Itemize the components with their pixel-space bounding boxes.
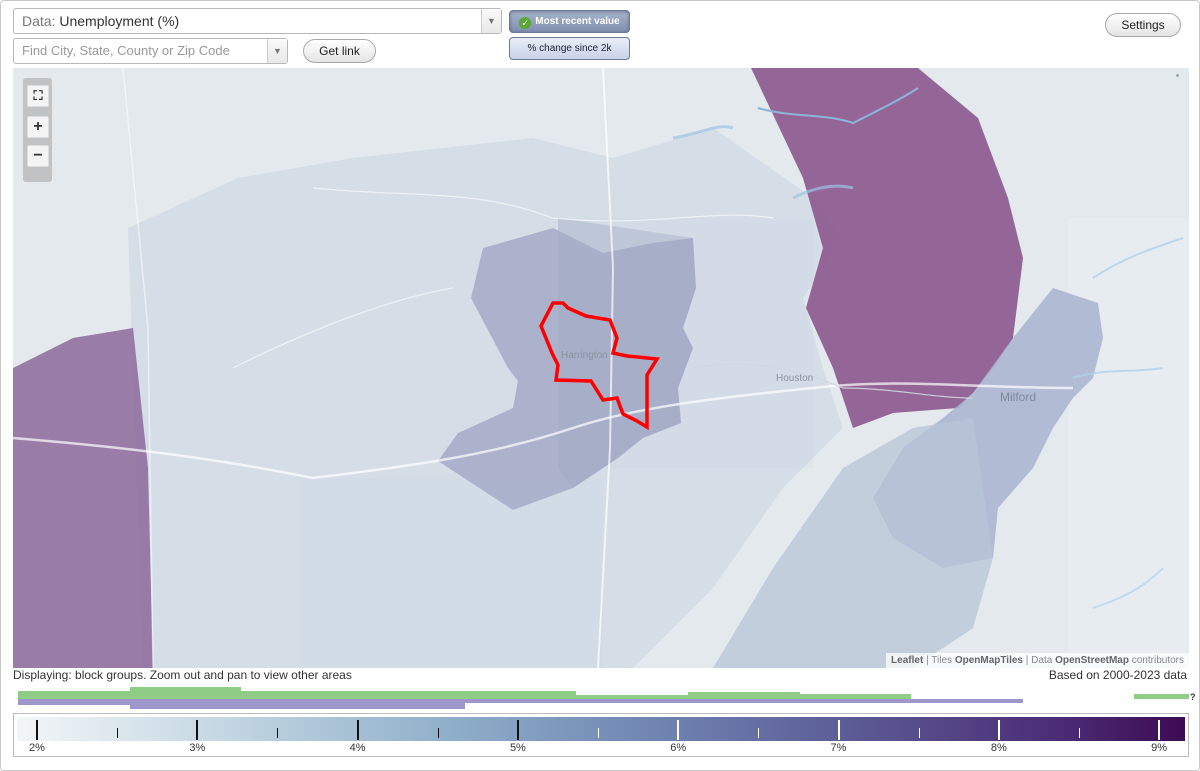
attrib-separator: | xyxy=(1025,655,1029,666)
data-select-prefix: Data: xyxy=(22,13,56,29)
histogram-help-icon[interactable]: ? xyxy=(1190,692,1196,702)
attrib-data: Data xyxy=(1031,655,1053,666)
legend-major-tick xyxy=(1158,720,1161,740)
distribution-histogram xyxy=(18,687,1189,709)
zoom-out-button[interactable]: − xyxy=(27,145,49,167)
legend-major-tick xyxy=(196,720,199,740)
data-range-note: Based on 2000-2023 data xyxy=(1048,668,1187,682)
legend-label: 4% xyxy=(349,742,366,754)
map-attribution: Leaflet | Tiles OpenMapTiles | Data Open… xyxy=(886,653,1189,668)
legend-minor-tick xyxy=(758,728,760,738)
most-recent-label: Most recent value xyxy=(535,16,620,27)
place-label-milford: Milford xyxy=(1000,390,1037,404)
legend-minor-tick xyxy=(277,728,279,738)
legend-minor-tick xyxy=(1078,728,1080,738)
pct-change-button[interactable]: % change since 2k xyxy=(509,37,630,60)
map-marker-dot xyxy=(1176,74,1179,77)
legend-major-tick xyxy=(677,720,680,740)
zoom-in-button[interactable]: + xyxy=(27,116,49,138)
openmaptiles-link[interactable]: OpenMapTiles xyxy=(954,655,1023,666)
chevron-down-icon[interactable]: ▼ xyxy=(481,9,501,33)
leaflet-link[interactable]: Leaflet xyxy=(891,655,924,666)
legend-label: 5% xyxy=(509,742,526,754)
data-select-value: Unemployment (%) xyxy=(59,13,180,29)
legend-major-tick xyxy=(36,720,38,740)
openstreetmap-link[interactable]: OpenStreetMap xyxy=(1055,655,1129,666)
legend-label: 2% xyxy=(29,742,45,754)
settings-button[interactable]: Settings xyxy=(1105,13,1181,37)
legend-scale: 2% 3% 4% 5% 6% 7% 8% 9% xyxy=(13,713,1189,757)
attrib-contributors: contributors xyxy=(1131,655,1184,666)
legend-minor-tick xyxy=(918,728,920,738)
legend-major-tick xyxy=(356,720,359,740)
chevron-down-icon[interactable]: ▼ xyxy=(267,39,287,63)
legend-major-tick xyxy=(516,720,519,740)
search-input[interactable]: Find City, State, County or Zip Code ▼ xyxy=(13,38,288,64)
map-view[interactable]: Harrington Houston Milford ⛶ + − Leaflet… xyxy=(13,68,1189,668)
legend-major-tick xyxy=(997,720,1000,740)
checkmark-icon: ✓ xyxy=(519,17,532,29)
map-canvas[interactable] xyxy=(13,68,1189,668)
get-link-button[interactable]: Get link xyxy=(303,39,376,63)
legend-major-tick xyxy=(837,720,840,740)
data-select[interactable]: Data: Unemployment (%) ▼ xyxy=(13,8,502,34)
legend-label: 9% xyxy=(1151,742,1168,754)
search-placeholder: Find City, State, County or Zip Code xyxy=(22,43,230,58)
attrib-tiles: Tiles xyxy=(931,655,953,666)
legend-label: 7% xyxy=(830,742,847,754)
legend-label: 6% xyxy=(670,742,687,754)
legend-label: 8% xyxy=(990,742,1007,754)
most-recent-value-button[interactable]: ✓ Most recent value xyxy=(509,10,630,33)
fullscreen-icon[interactable]: ⛶ xyxy=(27,85,49,107)
legend-label: 3% xyxy=(189,742,206,754)
attrib-separator: | xyxy=(926,655,929,666)
color-ramp xyxy=(17,717,1185,741)
place-label-houston: Houston xyxy=(776,373,814,384)
zoom-controls: ⛶ + − xyxy=(23,78,52,182)
place-label-harrington: Harrington xyxy=(561,350,608,361)
selected-area-outline[interactable] xyxy=(539,301,660,431)
legend-minor-tick xyxy=(117,728,119,738)
legend-minor-tick xyxy=(598,728,600,738)
legend-minor-tick xyxy=(437,728,439,738)
displaying-status: Displaying: block groups. Zoom out and p… xyxy=(13,668,352,682)
